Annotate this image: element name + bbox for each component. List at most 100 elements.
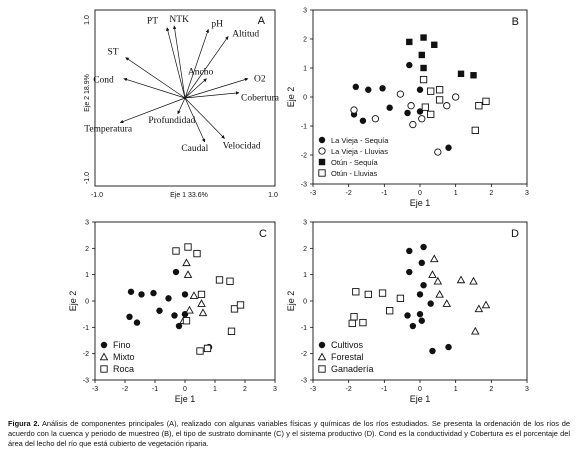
y-axis-label: Eje 2 bbox=[68, 291, 78, 312]
data-point-filled-circle bbox=[416, 86, 424, 93]
data-point-open-square bbox=[352, 288, 360, 296]
data-point-open-circle bbox=[318, 147, 326, 155]
data-point-filled-circle bbox=[156, 307, 163, 314]
x-tick-label: 2 bbox=[489, 190, 493, 197]
vector-arrow-ntk bbox=[172, 25, 186, 99]
y-tick-label: -3 bbox=[301, 378, 307, 385]
data-point-filled-circle bbox=[150, 289, 157, 297]
vector-arrow-ph bbox=[184, 29, 210, 99]
y-axis-label: Eje 2 bbox=[286, 87, 296, 108]
data-point-open-square bbox=[196, 347, 204, 355]
data-point-filled-circle bbox=[127, 288, 135, 295]
x-axis-label: Eje 1 bbox=[410, 198, 431, 208]
legend-label: Otún - Sequía bbox=[331, 158, 379, 167]
x-tick-label: 0 bbox=[418, 190, 422, 197]
y-tick-label: 3 bbox=[85, 220, 89, 227]
data-point-filled-circle bbox=[133, 319, 141, 326]
x-tick-label: 3 bbox=[525, 386, 529, 393]
y-tick-label: -2 bbox=[83, 351, 89, 358]
vector-arrow-altitud bbox=[184, 36, 229, 99]
data-point-open-square bbox=[350, 313, 358, 321]
vector-arrow-cond bbox=[123, 77, 186, 99]
data-point-filled-circle bbox=[172, 268, 180, 276]
data-point-filled-square bbox=[406, 38, 413, 46]
panel-b-scatter-cuenca: -3 -2 -1 0 1 2 3 -3 -2 -1 0 1 2 3 Eje 1 Eje 2 B La Vieja … bbox=[286, 8, 529, 209]
data-point-open-triangle bbox=[470, 326, 480, 335]
legend-label: Ganadería bbox=[331, 364, 374, 374]
vector-arrow-profundidad bbox=[177, 97, 186, 115]
y-tick-label: -3 bbox=[301, 182, 307, 189]
data-point-open-square bbox=[197, 290, 206, 299]
data-point-open-square bbox=[427, 110, 435, 119]
data-point-open-square bbox=[318, 365, 326, 373]
x-tick-label: -1 bbox=[381, 190, 387, 197]
vector-label-profundidad: Profundidad bbox=[148, 115, 195, 126]
data-point-open-square bbox=[226, 277, 234, 285]
vector-arrow-pt bbox=[166, 27, 186, 99]
data-point-open-square bbox=[421, 103, 429, 111]
y-tick-label: 2 bbox=[303, 37, 307, 44]
x-axis-label: Eje 1 bbox=[175, 394, 196, 404]
data-point-open-triangle bbox=[197, 299, 206, 307]
data-point-open-triangle bbox=[182, 258, 191, 267]
panel-letter: B bbox=[512, 16, 519, 28]
data-point-open-square bbox=[184, 243, 192, 251]
data-point-open-square bbox=[172, 247, 180, 255]
data-point-filled-circle bbox=[365, 86, 372, 93]
vector-arrow-velocidad bbox=[184, 97, 225, 139]
x-tick-label: -2 bbox=[122, 386, 128, 393]
x-tick-label: -3 bbox=[92, 386, 98, 393]
data-point-filled-square bbox=[457, 70, 465, 77]
y-tick-label: 1 bbox=[303, 66, 307, 73]
data-point-filled-square bbox=[431, 41, 438, 48]
y-tick-label: 1.0 bbox=[84, 15, 91, 25]
y-tick-label: 1 bbox=[303, 272, 307, 279]
data-point-open-square bbox=[427, 87, 435, 95]
vector-label-caudal: Caudal bbox=[181, 144, 208, 154]
caption-text: Análisis de componentes principales (A),… bbox=[8, 419, 570, 449]
plot-frame bbox=[94, 9, 276, 187]
legend-label: Fino bbox=[113, 340, 131, 350]
vector-label-ph: pH bbox=[211, 19, 223, 29]
figure-panels: -1.0 1.0 -1.0 1.0 Eje 1 33.6% Eje 2 18.9% A PT N… bbox=[68, 8, 529, 405]
data-point-filled-circle bbox=[416, 310, 424, 318]
data-point-open-circle bbox=[407, 102, 415, 110]
vector-label-cond: Cond bbox=[93, 76, 114, 86]
vector-label-cobertura: Cobertura bbox=[241, 94, 280, 104]
panel-a-pca-biplot: -1.0 1.0 -1.0 1.0 Eje 1 33.6% Eje 2 18.9% A PT N… bbox=[84, 9, 280, 199]
data-point-filled-circle bbox=[416, 108, 424, 115]
data-point-filled-circle bbox=[429, 347, 436, 355]
x-tick-label: 2 bbox=[489, 386, 493, 393]
x-tick-label: 3 bbox=[525, 190, 529, 197]
legend-label: Forestal bbox=[331, 352, 364, 362]
panel-d-scatter-sistema: -3 -2 -1 0 1 2 3 -3 -2 -1 0 1 2 3 Eje 1 Eje 2 D Cultivos F… bbox=[286, 220, 529, 405]
data-point-open-square bbox=[348, 319, 356, 328]
data-point-open-triangle bbox=[428, 270, 437, 278]
vector-label-st: ST bbox=[108, 48, 119, 58]
data-point-open-square bbox=[396, 294, 405, 303]
x-tick-label: 1 bbox=[213, 386, 217, 393]
data-point-open-square bbox=[419, 75, 428, 84]
y-tick-label: -3 bbox=[83, 378, 89, 385]
data-point-filled-square bbox=[470, 72, 477, 79]
legend-label: La Vieja - Lluvias bbox=[331, 147, 388, 156]
panel-c-scatter-sustrato: -3 -2 -1 0 1 2 3 -3 -2 -1 0 1 2 3 Eje 1 Eje 2 C Fino Mixto… bbox=[68, 220, 277, 405]
vector-arrow-cobertura bbox=[184, 91, 240, 99]
vector-label-velocidad: Velocidad bbox=[223, 141, 261, 151]
data-point-open-square bbox=[203, 344, 212, 353]
y-tick-label: -1 bbox=[301, 325, 307, 332]
data-point-open-square bbox=[100, 365, 108, 373]
data-point-open-circle bbox=[443, 102, 451, 110]
legend-label: Otún - Lluvias bbox=[331, 169, 378, 178]
data-point-open-square bbox=[475, 102, 483, 110]
data-point-filled-circle bbox=[379, 85, 386, 92]
data-point-open-circle bbox=[409, 120, 417, 129]
x-tick-label: -2 bbox=[346, 386, 352, 393]
data-point-filled-circle bbox=[126, 313, 133, 320]
data-point-open-square bbox=[230, 305, 239, 313]
x-tick-label: 1 bbox=[454, 386, 458, 393]
x-tick-label: 1.0 bbox=[268, 192, 278, 199]
data-point-open-square bbox=[236, 301, 245, 309]
panel-letter: C bbox=[259, 228, 267, 240]
data-point-open-square bbox=[378, 289, 387, 297]
